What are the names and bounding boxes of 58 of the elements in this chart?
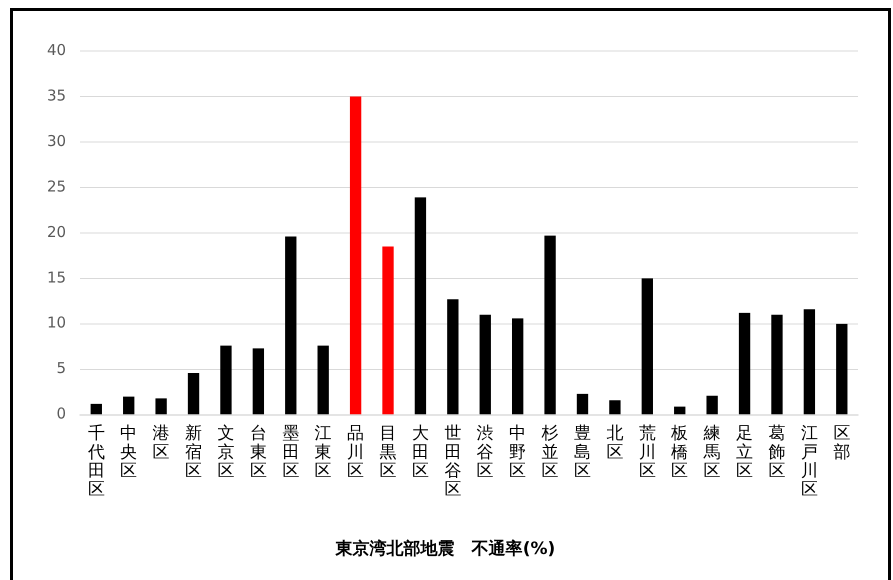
x-tick-label: 杉並区 — [540, 424, 559, 481]
x-tick-label: 大田区 — [412, 424, 429, 481]
x-tick-label: 江戸川区 — [800, 424, 818, 500]
x-tick-label: 荒川区 — [638, 424, 656, 481]
x-tick-label: 渋谷区 — [476, 424, 494, 481]
bar — [123, 396, 134, 414]
bar — [609, 400, 621, 414]
bar — [544, 236, 556, 414]
y-tick-label: 5 — [56, 359, 66, 378]
x-tick-label: 台東区 — [250, 424, 267, 481]
x-tick-label: 目黒区 — [380, 424, 397, 481]
x-tick-label: 葛飾区 — [768, 424, 786, 481]
bar — [252, 348, 264, 414]
x-tick-label: 足立区 — [736, 424, 754, 481]
y-tick-label: 25 — [46, 177, 66, 196]
x-tick-label: 板橋区 — [670, 424, 688, 481]
bar — [642, 278, 653, 414]
x-tick-label: 千代田区 — [86, 424, 105, 500]
bar — [188, 372, 200, 414]
x-tick-label: 世田谷区 — [444, 424, 462, 500]
bar — [738, 312, 750, 414]
x-tick-label: 品川区 — [347, 424, 364, 481]
x-tick-label: 中央区 — [120, 424, 138, 481]
y-tick-label: 10 — [46, 314, 66, 332]
y-tick-label: 40 — [46, 40, 66, 59]
bar — [836, 324, 848, 414]
y-tick-label: 30 — [46, 132, 66, 150]
bar — [350, 96, 362, 414]
bar — [771, 314, 783, 414]
y-tick-label: 20 — [46, 222, 66, 241]
bar — [576, 394, 588, 414]
y-tick-label: 0 — [56, 404, 66, 423]
bar — [414, 197, 426, 414]
x-tick-label: 墨田区 — [282, 424, 300, 481]
bar — [447, 299, 459, 414]
text: 東京湾北部地震 不通率(%) — [334, 539, 556, 560]
bar — [155, 398, 167, 414]
x-tick-label: 区部 — [833, 424, 850, 462]
x-tick-label: 新宿区 — [185, 424, 202, 481]
bar — [90, 404, 102, 414]
bar — [382, 246, 394, 414]
bar — [804, 309, 816, 414]
y-tick-label: 35 — [46, 86, 66, 104]
x-tick-label: 北区 — [606, 424, 624, 462]
x-tick-label: 練馬区 — [702, 424, 721, 481]
bar — [674, 406, 686, 414]
x-tick-label: 文京区 — [217, 424, 234, 481]
x-tick-label: 江東区 — [314, 424, 332, 481]
bar — [220, 346, 232, 414]
x-tick-label: 中野区 — [509, 424, 526, 481]
bar — [285, 236, 296, 414]
bar — [512, 318, 524, 414]
bar — [480, 314, 491, 414]
bar — [706, 396, 718, 414]
bar — [318, 346, 329, 414]
x-tick-label: 豊島区 — [574, 424, 591, 481]
x-tick-label: 港区 — [152, 424, 170, 462]
y-tick-label: 15 — [46, 268, 66, 286]
